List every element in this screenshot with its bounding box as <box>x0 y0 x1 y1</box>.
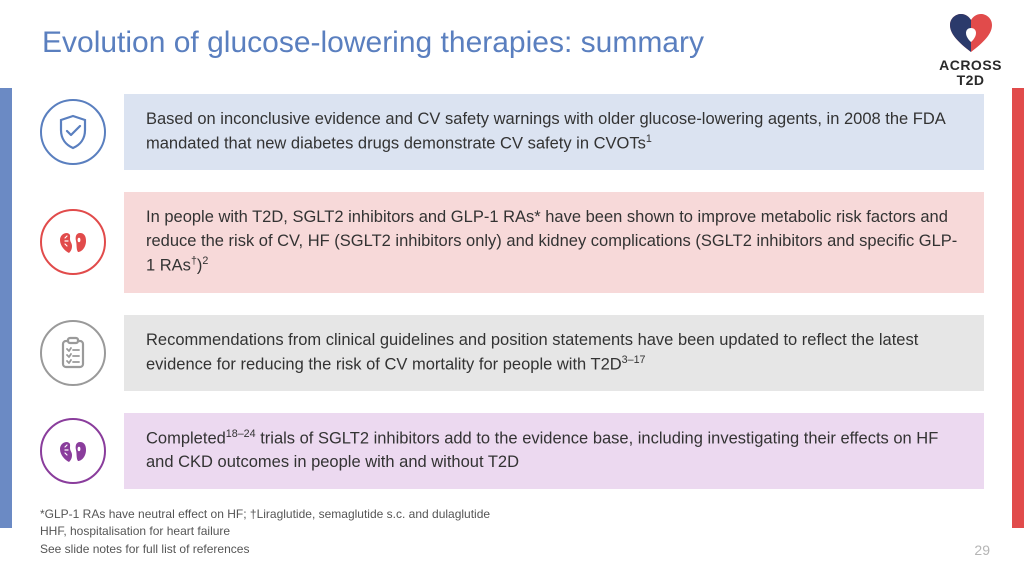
heart-kidney-icon <box>40 418 106 484</box>
summary-row-4: Completed18–24 trials of SGLT2 inhibitor… <box>40 413 984 489</box>
logo: ACROSS T2D <box>939 14 1002 87</box>
heart-kidney-icon <box>40 209 106 275</box>
logo-text-2: T2D <box>939 73 1002 88</box>
summary-row-3: Recommendations from clinical guidelines… <box>40 315 984 391</box>
accent-right-bar <box>1012 88 1024 528</box>
logo-text-1: ACROSS <box>939 58 1002 73</box>
footnotes: *GLP-1 RAs have neutral effect on HF; †L… <box>40 506 490 558</box>
summary-text-2: In people with T2D, SGLT2 inhibitors and… <box>124 192 984 292</box>
summary-row-2: In people with T2D, SGLT2 inhibitors and… <box>40 192 984 292</box>
footnote-line-1: *GLP-1 RAs have neutral effect on HF; †L… <box>40 506 490 523</box>
slide: Evolution of glucose-lowering therapies:… <box>0 0 1024 576</box>
slide-title: Evolution of glucose-lowering therapies:… <box>42 26 704 60</box>
clipboard-icon <box>40 320 106 386</box>
shield-check-icon <box>40 99 106 165</box>
page-number: 29 <box>974 542 990 558</box>
logo-heart-icon <box>948 14 994 54</box>
footnote-line-3: See slide notes for full list of referen… <box>40 541 490 558</box>
content-rows: Based on inconclusive evidence and CV sa… <box>40 94 984 511</box>
summary-text-3: Recommendations from clinical guidelines… <box>124 315 984 391</box>
footnote-line-2: HHF, hospitalisation for heart failure <box>40 523 490 540</box>
summary-text-1: Based on inconclusive evidence and CV sa… <box>124 94 984 170</box>
summary-text-4: Completed18–24 trials of SGLT2 inhibitor… <box>124 413 984 489</box>
summary-row-1: Based on inconclusive evidence and CV sa… <box>40 94 984 170</box>
accent-left-bar <box>0 88 12 528</box>
